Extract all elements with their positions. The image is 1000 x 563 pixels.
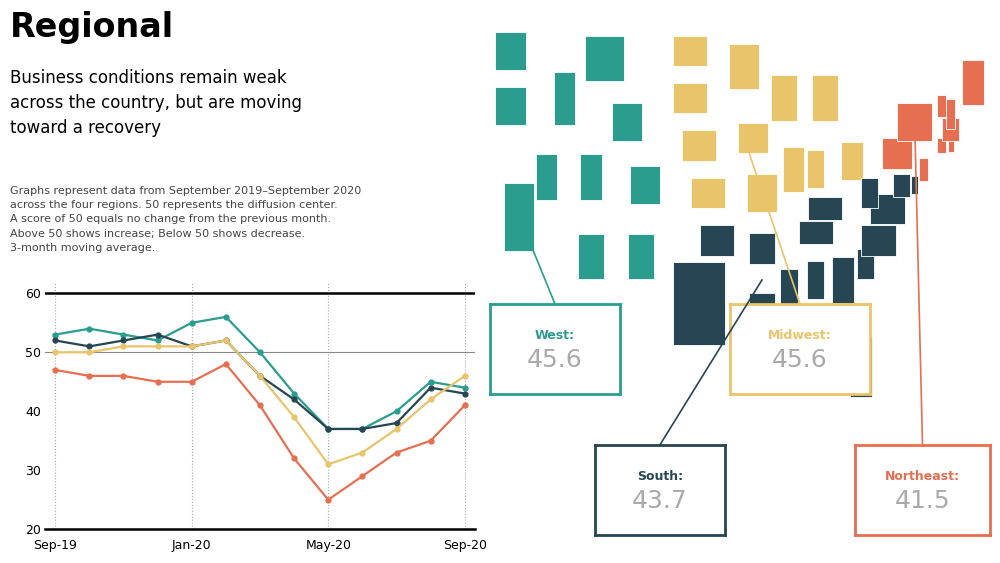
Bar [578,234,604,279]
Text: Graphs represent data from September 2019–September 2020
across the four regions: Graphs represent data from September 201… [10,186,361,253]
Bar [870,194,905,224]
Bar [747,174,777,212]
Bar [850,337,872,397]
Text: Northeast:: Northeast: [885,470,960,483]
Bar [861,225,896,256]
Bar [729,44,759,90]
Text: 41.5: 41.5 [895,489,950,513]
Bar [937,138,946,153]
Bar [673,83,707,113]
Bar [948,140,954,151]
Bar [700,225,734,256]
Bar [893,174,910,196]
Bar [897,103,932,141]
Bar [783,146,804,192]
Bar [628,234,654,279]
Bar [799,221,833,244]
Text: South:: South: [637,470,683,483]
Bar [554,72,575,125]
Bar [580,154,602,200]
Bar [504,182,534,251]
Bar [946,99,955,129]
Text: West:: West: [535,329,575,342]
Bar [738,123,768,153]
Bar [780,269,798,307]
Bar [861,178,878,208]
Bar [937,95,946,118]
Bar [771,75,797,121]
Bar [612,103,642,141]
Bar [807,261,824,299]
Text: Business conditions remain weak
across the country, but are moving
toward a reco: Business conditions remain weak across t… [10,69,302,137]
Bar [919,158,928,181]
Text: Regional: Regional [10,11,174,44]
Text: 45.6: 45.6 [772,348,828,372]
Bar [630,166,660,204]
Bar [495,32,526,70]
Bar [536,154,557,200]
Bar [673,262,725,346]
Bar [749,293,775,330]
Bar [691,178,725,208]
Bar [942,118,959,141]
Text: Midwest:: Midwest: [768,329,832,342]
Bar [911,176,918,194]
Bar [832,257,854,303]
Text: 45.6: 45.6 [527,348,583,372]
Bar [812,75,838,121]
Bar [962,60,984,105]
Bar [673,35,707,66]
Bar [682,131,716,161]
Bar [882,138,912,169]
Bar [749,233,775,263]
Bar [495,87,526,125]
Bar [807,150,824,188]
Bar [808,198,842,220]
Bar [857,249,874,279]
Text: 43.7: 43.7 [632,489,688,513]
Bar [841,142,863,180]
Bar [585,36,624,82]
